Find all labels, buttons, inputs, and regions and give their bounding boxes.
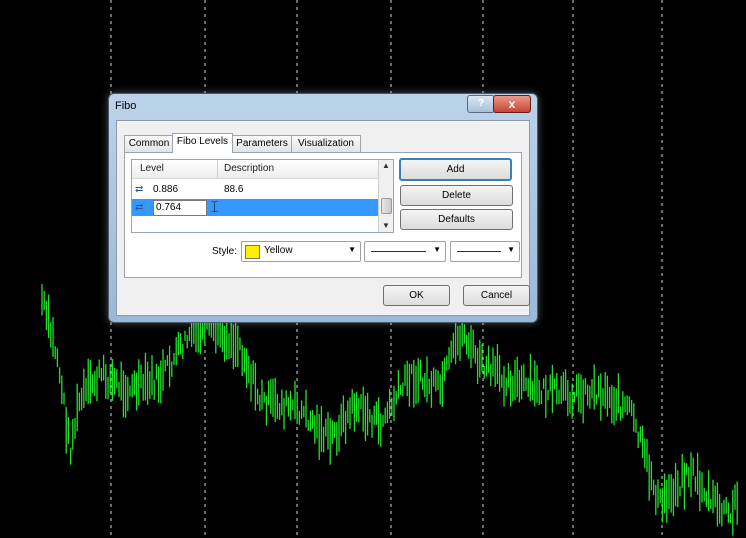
column-level[interactable]: Level — [140, 163, 164, 174]
levels-scrollbar[interactable]: ▲ ▼ — [378, 160, 393, 232]
level-value: 0.886 — [153, 184, 179, 195]
level-description: 88.6 — [224, 184, 244, 195]
chevron-down-icon: ▼ — [507, 245, 515, 254]
tab-fibo-levels[interactable]: Fibo Levels — [172, 133, 233, 153]
scroll-up-icon[interactable]: ▲ — [382, 161, 390, 170]
level-icon: ⇄ — [135, 202, 144, 213]
level-row[interactable]: ⇄ 0.886 88.6 — [132, 181, 378, 198]
chevron-down-icon: ▼ — [348, 245, 356, 254]
text-cursor-icon: 𝙸 — [209, 199, 221, 216]
add-button[interactable]: Add — [399, 158, 512, 181]
scroll-thumb[interactable] — [381, 198, 392, 214]
delete-button[interactable]: Delete — [400, 185, 513, 206]
level-row-selected[interactable]: ⇄ 0.764 𝙸 — [132, 199, 378, 216]
level-edit-field[interactable]: 0.764 — [153, 200, 207, 216]
style-label: Style: — [212, 246, 238, 257]
scroll-down-icon[interactable]: ▼ — [382, 221, 390, 230]
levels-list[interactable]: Level Description ⇄ 0.886 88.6 ⇄ 0.764 𝙸… — [131, 159, 394, 233]
tab-visualization[interactable]: Visualization — [291, 135, 361, 152]
dialog-title: Fibo — [115, 100, 137, 112]
color-select[interactable]: Yellow ▼ — [241, 241, 361, 262]
dialog-body: Common Fibo Levels Parameters Visualizat… — [116, 120, 530, 316]
color-name: Yellow — [264, 245, 293, 256]
help-button[interactable]: ? — [467, 95, 495, 113]
defaults-button[interactable]: Defaults — [400, 209, 513, 230]
title-bar: Fibo ? x — [109, 94, 537, 120]
cancel-button[interactable]: Cancel — [463, 285, 530, 306]
line-width-select[interactable]: ▼ — [450, 241, 520, 262]
chevron-down-icon: ▼ — [433, 245, 441, 254]
fibo-dialog: Fibo ? x Common Fibo Levels Parameters V… — [108, 93, 538, 323]
ok-button[interactable]: OK — [383, 285, 450, 306]
column-separator[interactable] — [217, 160, 218, 178]
color-swatch — [245, 245, 260, 259]
price-bars — [41, 284, 738, 536]
close-button[interactable]: x — [493, 95, 531, 113]
line-style-sample — [371, 251, 426, 252]
levels-list-header: Level Description — [132, 160, 378, 179]
tab-parameters[interactable]: Parameters — [231, 135, 293, 152]
column-description[interactable]: Description — [224, 163, 275, 174]
level-icon: ⇄ — [135, 184, 144, 195]
line-style-select[interactable]: ▼ — [364, 241, 446, 262]
fibo-levels-panel: Level Description ⇄ 0.886 88.6 ⇄ 0.764 𝙸… — [124, 152, 522, 278]
tab-common[interactable]: Common — [124, 135, 174, 152]
line-width-sample — [457, 251, 501, 252]
